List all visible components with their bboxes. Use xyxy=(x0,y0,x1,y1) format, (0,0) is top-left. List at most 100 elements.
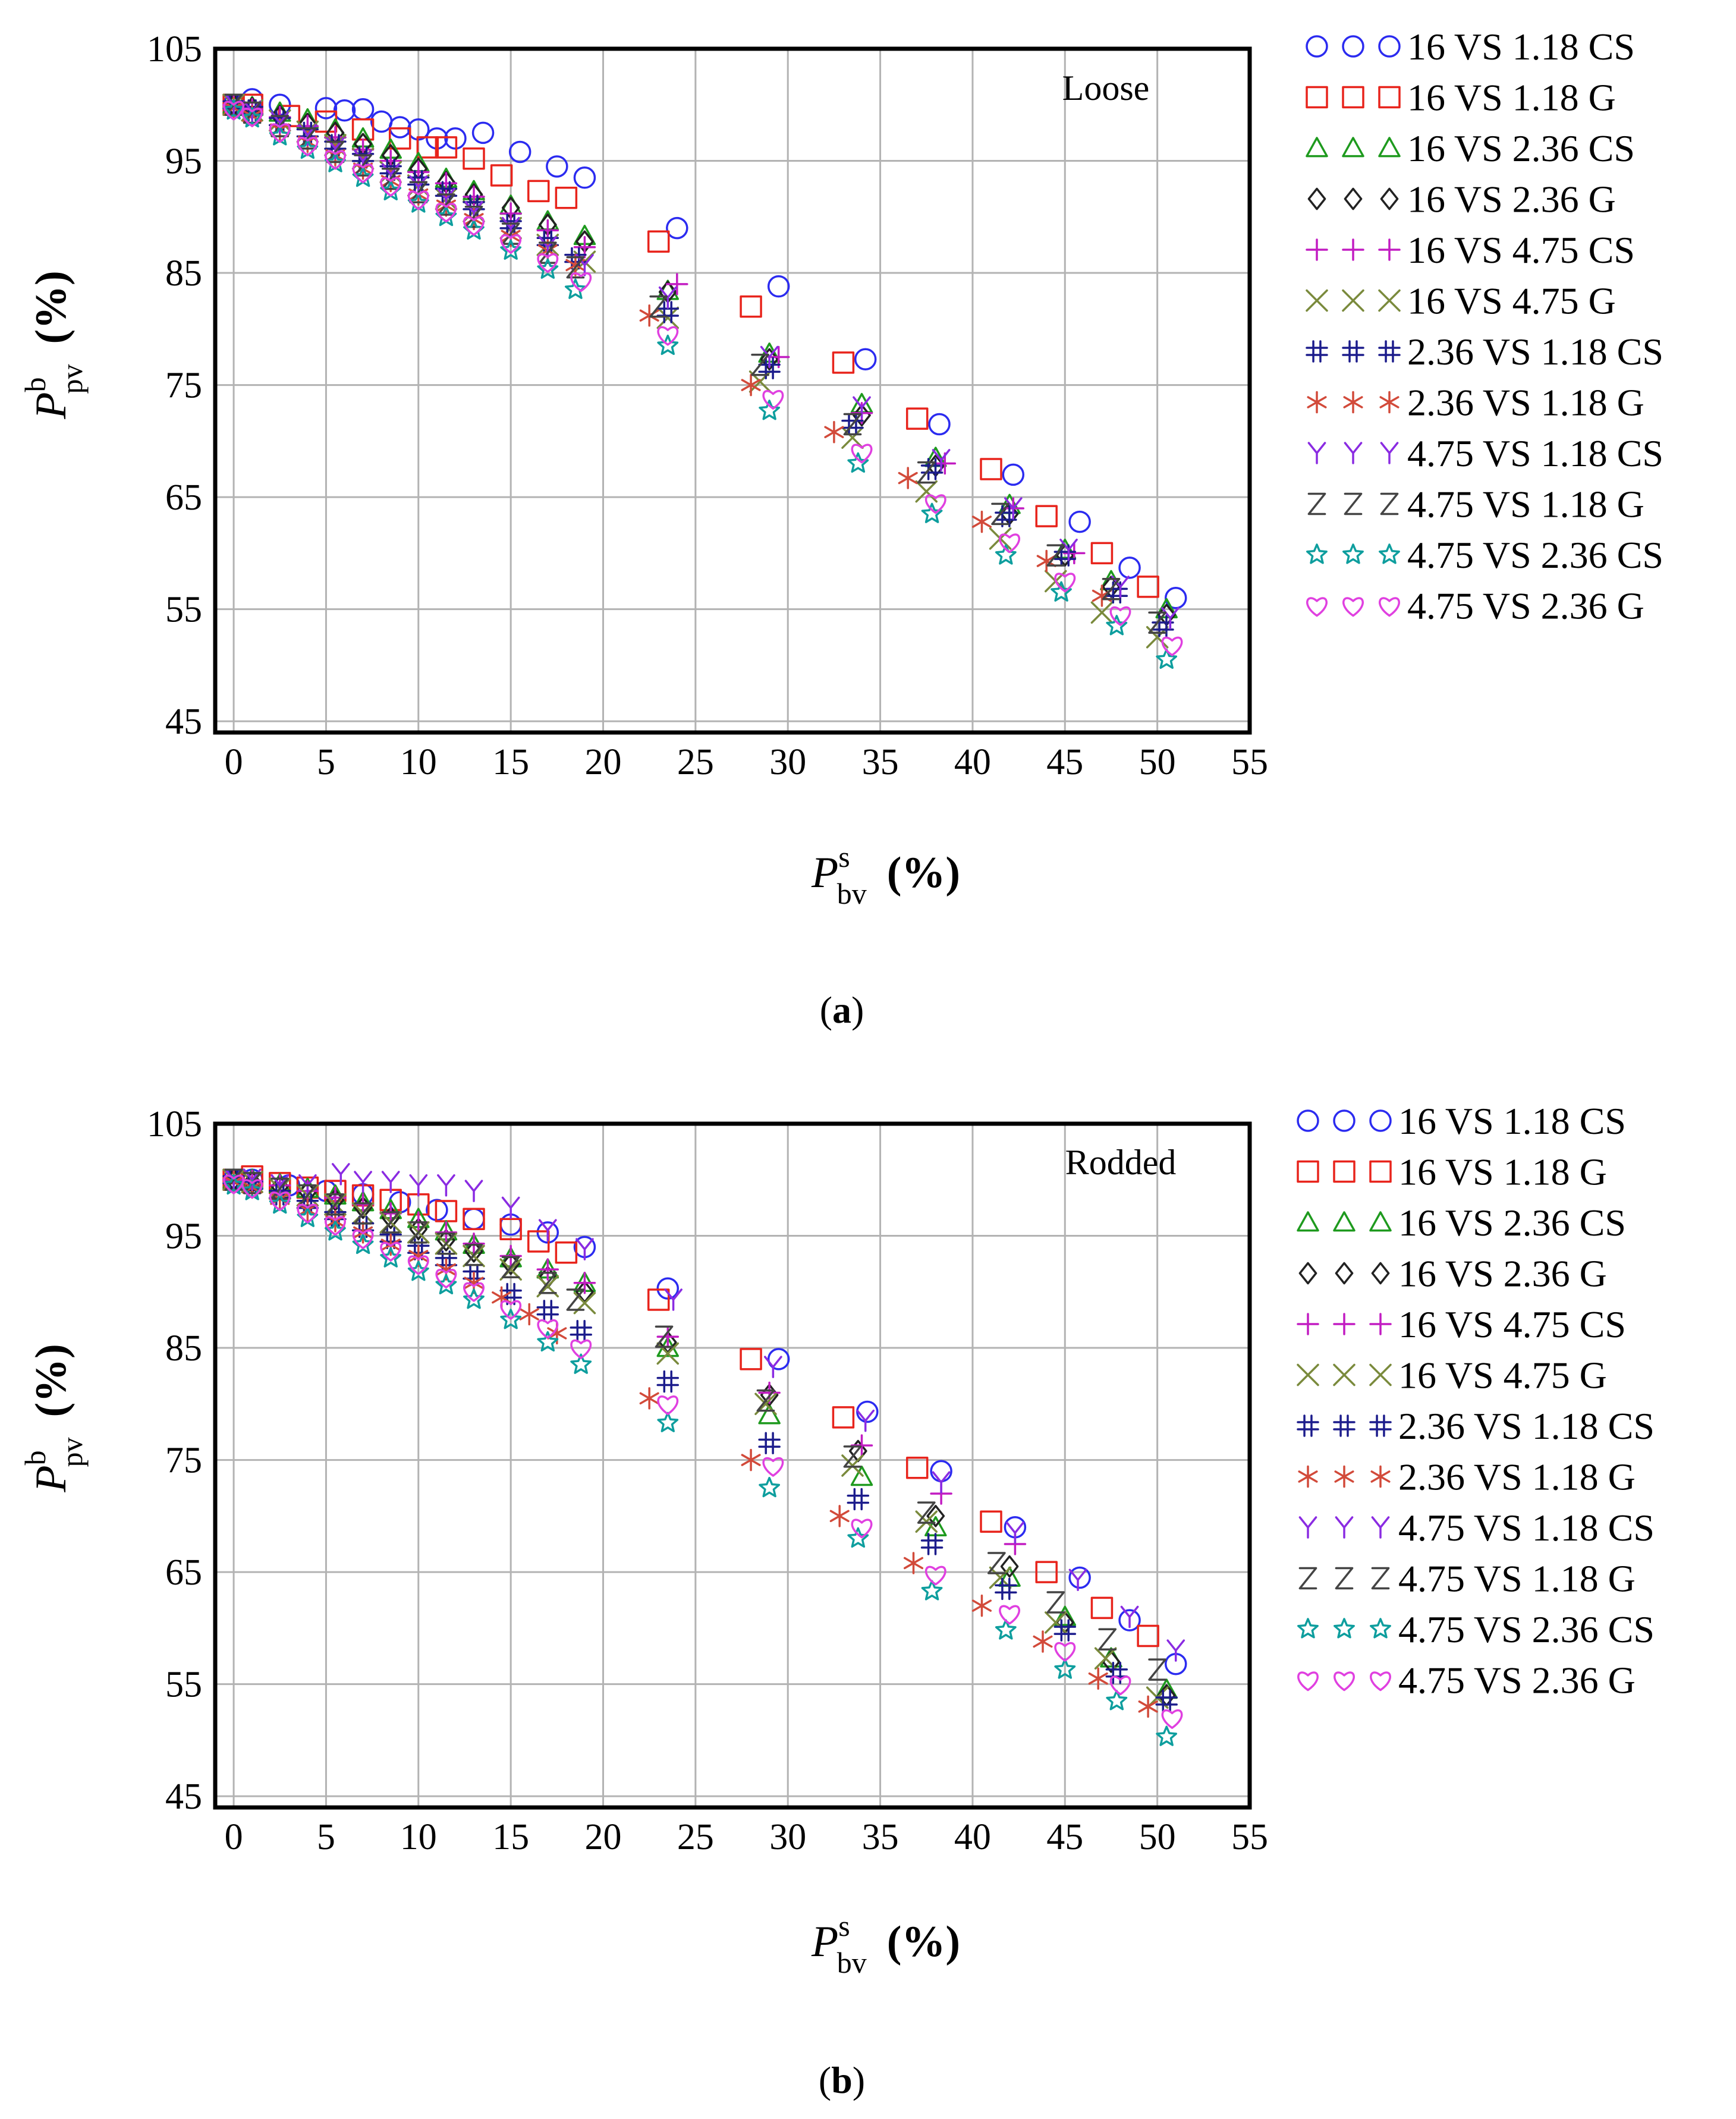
panel-b-s0-point-17 xyxy=(1118,1609,1141,1631)
panel-b-legend-marker-2-1 xyxy=(1333,1211,1356,1232)
panel-a-s9-point-17 xyxy=(991,502,1009,526)
panel-b-s11-point-4 xyxy=(325,1216,346,1236)
panel-b-xtick-0: 0 xyxy=(225,1817,243,1857)
panel-b-s8-point-11 xyxy=(538,1219,557,1241)
panel-a-s9-point-4 xyxy=(326,140,345,164)
panel-a-x-axis-title: Ps bv (%) xyxy=(811,840,960,910)
panel-b-s4-point-11 xyxy=(536,1258,559,1281)
panel-b-ytick-85: 85 xyxy=(165,1328,202,1369)
panel-b-legend-marker-4-1 xyxy=(1333,1313,1356,1335)
panel-a-s10-point-19 xyxy=(1106,615,1128,636)
panel-b-xtick-40: 40 xyxy=(954,1817,991,1857)
panel-b-s10-point-19 xyxy=(1106,1690,1128,1711)
panel-a-s10-point-15 xyxy=(847,452,869,473)
panel-a-legend-marker-1-2 xyxy=(1378,86,1401,109)
panel-a-legend-item-8: 4.75 VS 1.18 CS xyxy=(1307,432,1663,474)
panel-a-s9-point-10 xyxy=(501,222,520,245)
panel-b-plot: 0 5 10 15 20 25 30 35 40 45 50 55 45 55 65 75 85 95 105 xyxy=(147,1104,1268,1857)
panel-a-loose: 0 5 10 15 20 25 30 35 40 45 50 55 45 55 65 75 85 95 105 Lo… xyxy=(18,26,1663,1031)
panel-a-ytick-95: 95 xyxy=(165,142,202,182)
panel-b-s8-point-8 xyxy=(437,1174,455,1197)
panel-b-xlabel-sub: bv xyxy=(837,1946,867,1979)
panel-a-s9-point-5 xyxy=(354,154,372,177)
panel-b-series-7 xyxy=(224,1171,1158,1718)
panel-a-series-9 xyxy=(224,93,1166,634)
panel-b-s1-point-14 xyxy=(740,1348,762,1370)
panel-b-ylabel-main: P xyxy=(27,1466,76,1493)
panel-a-legend-marker-5-0 xyxy=(1306,289,1328,312)
panel-b-s11-point-10 xyxy=(500,1300,522,1320)
panel-a-legend-item-4: 16 VS 4.75 CS xyxy=(1306,229,1635,271)
panel-a-xtick-25: 25 xyxy=(677,742,714,782)
panel-a-s9-point-18 xyxy=(1046,544,1065,567)
panel-a-legend-item-10: 4.75 VS 2.36 CS xyxy=(1306,534,1663,576)
panel-a-legend-item-5: 16 VS 4.75 G xyxy=(1306,280,1616,322)
panel-b-s6-point-18 xyxy=(1053,1619,1077,1642)
panel-b-ytick-75: 75 xyxy=(165,1441,202,1481)
panel-b-s4-point-12 xyxy=(573,1271,596,1294)
panel-a-s6-point-17 xyxy=(995,505,1017,527)
panel-a-xtick-35: 35 xyxy=(862,742,899,782)
panel-a-legend-marker-7-1 xyxy=(1343,391,1363,414)
panel-a-legend-item-0: 16 VS 1.18 CS xyxy=(1306,26,1635,68)
panel-a-s9-point-16 xyxy=(917,461,936,484)
panel-b-legend-marker-11-0 xyxy=(1297,1671,1319,1692)
panel-a-s4-point-13 xyxy=(666,273,688,295)
panel-a-legend-item-9: 4.75 VS 1.18 G xyxy=(1307,483,1644,526)
panel-b-s9-point-5 xyxy=(354,1202,372,1225)
panel-b-xtick-45: 45 xyxy=(1046,1817,1083,1857)
panel-b-legend-marker-11-2 xyxy=(1370,1671,1391,1692)
panel-b-s7-point-20 xyxy=(1138,1695,1158,1718)
panel-a-legend-marker-6-2 xyxy=(1378,340,1401,363)
panel-b-xlabel-sup: s xyxy=(838,1909,850,1942)
panel-b-s8-point-4 xyxy=(331,1163,350,1186)
panel-a-s3-point-14 xyxy=(760,348,779,370)
panel-b-legend-item-0: 16 VS 1.18 CS xyxy=(1297,1100,1626,1142)
panel-b-xtick-35: 35 xyxy=(862,1817,899,1857)
panel-a-legend-marker-8-2 xyxy=(1380,442,1399,464)
panel-a-s9-point-3 xyxy=(298,127,317,150)
panel-a-s11-point-17 xyxy=(999,533,1021,554)
panel-b-legend-marker-6-1 xyxy=(1333,1414,1356,1437)
panel-a-ylabel-sup: b xyxy=(18,378,52,392)
panel-a-plot: 0 5 10 15 20 25 30 35 40 45 50 55 45 55 65 75 85 95 105 xyxy=(147,29,1268,782)
panel-b-s9-point-14 xyxy=(756,1389,775,1412)
panel-a-s4-point-7 xyxy=(407,161,430,184)
panel-a-xlabel-sub: bv xyxy=(837,877,867,910)
panel-b-s11-point-11 xyxy=(537,1319,559,1339)
panel-a-legend-marker-4-2 xyxy=(1378,238,1401,261)
panel-a-xtick-10: 10 xyxy=(400,742,437,782)
panel-a-s1-point-10 xyxy=(527,180,550,203)
panel-b-legend-marker-5-0 xyxy=(1297,1363,1319,1387)
panel-b-s9-point-15 xyxy=(843,1445,862,1468)
panel-b-s10-point-10 xyxy=(500,1309,522,1329)
panel-a-legend-marker-5-2 xyxy=(1378,289,1401,312)
panel-b-ylabel-sub: pv xyxy=(55,1438,89,1467)
panel-b-s6-point-11 xyxy=(536,1300,559,1322)
panel-b-legend-marker-1-2 xyxy=(1369,1160,1392,1183)
panel-b-legend-label-9: 4.75 VS 1.18 G xyxy=(1398,1558,1636,1600)
panel-b-s11-point-2 xyxy=(269,1191,291,1211)
panel-a-xtick-40: 40 xyxy=(954,742,991,782)
panel-b-legend-item-8: 4.75 VS 1.18 CS xyxy=(1298,1507,1655,1549)
panel-b-legend-item-6: 2.36 VS 1.18 CS xyxy=(1297,1405,1655,1447)
panel-a-caption-letter: a xyxy=(832,989,851,1031)
panel-a-s11-point-3 xyxy=(297,136,319,156)
panel-a-s6-point-20 xyxy=(1152,615,1174,637)
panel-b-legend-marker-3-1 xyxy=(1335,1262,1354,1285)
panel-b-s6-point-5 xyxy=(351,1215,375,1238)
panel-b-s10-point-11 xyxy=(537,1331,559,1352)
panel-b-s7-point-18 xyxy=(1033,1630,1053,1653)
panel-b-legend-marker-7-2 xyxy=(1370,1465,1391,1488)
panel-b-legend-marker-0-1 xyxy=(1333,1109,1356,1132)
panel-a-s0-point-13 xyxy=(546,155,568,178)
panel-a-ytick-55: 55 xyxy=(165,590,202,630)
panel-b-s11-point-12 xyxy=(570,1339,592,1359)
panel-b-s8-point-20 xyxy=(1166,1639,1185,1662)
panel-a-legend-marker-4-0 xyxy=(1306,238,1328,261)
panel-b-legend-marker-6-2 xyxy=(1369,1414,1392,1437)
panel-b-s3-point-14 xyxy=(760,1384,779,1406)
panel-b-x-axis-title: Ps bv (%) xyxy=(811,1909,960,1979)
